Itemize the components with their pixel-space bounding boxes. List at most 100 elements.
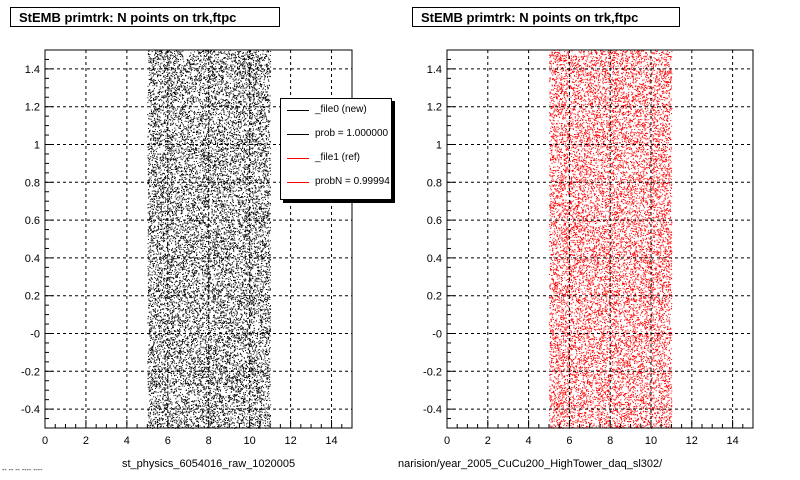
scatter-point (209, 75, 211, 77)
scatter-point (261, 116, 263, 118)
scatter-point (214, 275, 216, 277)
scatter-point (169, 137, 171, 139)
scatter-point (234, 376, 236, 378)
scatter-point (251, 75, 253, 77)
scatter-point (204, 268, 206, 270)
scatter-point (182, 197, 184, 199)
scatter-point (207, 281, 209, 283)
scatter-point (147, 269, 149, 271)
scatter-point (260, 388, 262, 390)
scatter-point (220, 254, 222, 256)
scatter-point (222, 412, 224, 413)
scatter-point (210, 221, 212, 223)
scatter-point (157, 139, 159, 141)
scatter-point (252, 341, 254, 342)
scatter-point (235, 102, 237, 104)
scatter-point (257, 315, 259, 317)
scatter-point (204, 351, 206, 352)
scatter-point (165, 175, 166, 177)
scatter-point (231, 245, 233, 247)
scatter-point (184, 112, 186, 114)
scatter-point (213, 397, 215, 399)
scatter-point (217, 90, 219, 92)
scatter-point (235, 172, 237, 174)
scatter-point (264, 369, 266, 371)
scatter-point (259, 165, 261, 167)
scatter-point (198, 272, 200, 274)
scatter-point (213, 315, 215, 317)
scatter-point (215, 183, 216, 185)
scatter-point (174, 88, 176, 90)
scatter-point (267, 414, 269, 416)
scatter-point (268, 296, 270, 298)
scatter-point (266, 65, 268, 67)
scatter-point (267, 181, 269, 182)
scatter-point (149, 329, 151, 331)
scatter-point (267, 412, 269, 414)
scatter-point (245, 231, 246, 233)
scatter-point (268, 358, 269, 360)
scatter-point (198, 348, 200, 349)
scatter-point (250, 160, 251, 161)
scatter-point (253, 361, 255, 363)
scatter-point (193, 84, 195, 85)
scatter-point (175, 374, 177, 376)
scatter-point (248, 259, 250, 261)
scatter-point (259, 370, 261, 372)
scatter-point (212, 237, 214, 239)
scatter-point (209, 382, 211, 384)
scatter-point (190, 328, 192, 330)
scatter-point (228, 291, 230, 292)
scatter-point (215, 288, 217, 290)
scatter-point (264, 425, 266, 427)
scatter-point (177, 100, 179, 102)
scatter-point (240, 153, 242, 154)
scatter-point (162, 402, 164, 404)
scatter-point (201, 163, 203, 165)
scatter-point (227, 95, 229, 96)
scatter-point (192, 168, 193, 170)
scatter-point (223, 143, 225, 145)
scatter-point (235, 369, 237, 370)
scatter-point (213, 411, 215, 413)
scatter-point (219, 399, 221, 401)
scatter-point (197, 218, 199, 219)
scatter-point (239, 86, 240, 88)
scatter-point (242, 166, 244, 168)
scatter-point (249, 299, 251, 301)
scatter-point (165, 268, 167, 269)
scatter-point (250, 96, 252, 98)
scatter-point (217, 309, 219, 311)
scatter-point (159, 86, 161, 88)
scatter-point (245, 263, 247, 264)
scatter-point (270, 312, 271, 314)
scatter-point (227, 105, 229, 107)
scatter-point (240, 360, 242, 362)
scatter-point (178, 162, 180, 164)
scatter-point (235, 211, 237, 213)
scatter-point (221, 172, 223, 174)
scatter-point (173, 206, 175, 208)
scatter-point (174, 271, 176, 273)
scatter-point (254, 303, 256, 305)
scatter-point (214, 165, 216, 166)
scatter-point (221, 261, 223, 263)
scatter-point (206, 136, 207, 138)
scatter-point (165, 200, 166, 202)
scatter-point (152, 245, 154, 246)
scatter-point (178, 210, 180, 211)
scatter-point (197, 112, 199, 113)
scatter-point (265, 312, 267, 314)
scatter-point (199, 222, 201, 224)
scatter-point (193, 412, 195, 414)
scatter-point (172, 265, 174, 267)
scatter-point (151, 220, 152, 222)
scatter-point (218, 133, 220, 135)
scatter-point (168, 305, 170, 307)
scatter-point (216, 334, 218, 336)
scatter-point (164, 321, 166, 323)
scatter-point (160, 218, 162, 220)
scatter-point (192, 304, 194, 306)
scatter-point (173, 339, 175, 341)
scatter-point (178, 305, 180, 307)
